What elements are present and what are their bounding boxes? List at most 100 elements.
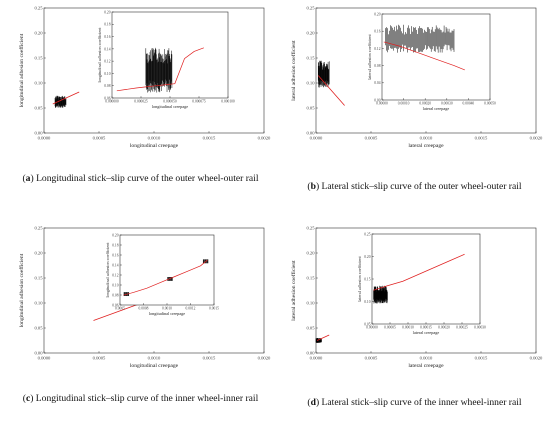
chart-a-inset-xtick-label: 0.000000 <box>105 100 119 104</box>
chart-d-ytick-label: 0.05 <box>306 325 315 330</box>
chart-b-x-axis-label: lateral creepage <box>408 143 444 149</box>
chart-d-xtick-label: 0.0020 <box>530 356 543 361</box>
chart-d-inset-xtick-label: 0.00025 <box>456 326 468 330</box>
chart-c-inset-ytick-label: 0.16 <box>112 253 118 257</box>
chart-c-inset-xtick-label: 0.0010 <box>162 307 172 311</box>
chart-b-inset-ytick-label: 0.12 <box>374 47 380 51</box>
chart-a-xtick-label: 0.0005 <box>93 136 106 141</box>
chart-c-inset: 0.0005 0.0008 0.0010 0.0012 0.0015 0.06 0.08 0.… <box>105 233 219 316</box>
chart-a-inset-ytick-label: 0.12 <box>104 60 110 64</box>
chart-d-inset-series-line <box>373 253 465 291</box>
chart-a-inset-ytick-label: 0.18 <box>104 23 110 27</box>
chart-a-x-axis-label: longitudinal creepage <box>130 143 179 149</box>
chart-b-ytick-label: 0.15 <box>306 55 315 60</box>
chart-a-inset-x-axis-label: longitudinal creepage <box>152 104 188 109</box>
chart-b-y-axis-label: lateral adhesion coefficient <box>290 40 297 101</box>
chart-b-inset-series-line <box>383 41 465 71</box>
chart-b-ytick-label: 0.10 <box>306 80 315 85</box>
chart-c-y-axis-label: longitudinal adhesion coefficient <box>18 253 25 327</box>
chart-a-inset-xtick-label: 0.000075 <box>192 100 206 104</box>
chart-d-inset-ytick-label: 0.20 <box>364 255 370 259</box>
chart-c-inset-ytick-label: 0.08 <box>112 293 118 297</box>
chart-c-xtick-label: 0.0000 <box>38 356 51 361</box>
chart-a-ytick-label: 0.10 <box>34 80 43 85</box>
chart-d-ytick-label: 0.25 <box>306 225 315 230</box>
chart-b-inset-xtick-label: 0.00040 <box>463 102 475 106</box>
chart-b: 0.0000 0.0005 0.0010 0.0015 0.0020 0.00 0.05 0.… <box>290 5 543 149</box>
chart-b-ytick-label: 0.00 <box>306 130 315 135</box>
chart-d-ytick-label: 0.10 <box>306 300 315 305</box>
chart-c-xtick-label: 0.0020 <box>258 356 271 361</box>
chart-b-inset-xtick-label: 0.00010 <box>398 102 410 106</box>
chart-b-inset-y-axis-label: lateral adhesion coefficient <box>367 34 372 80</box>
chart-d-x-axis-label: lateral creepage <box>408 363 444 369</box>
chart-c-inset-y-axis-label: longitudinal adhesion coefficient <box>105 242 110 298</box>
chart-c-inset-ytick-label: 0.12 <box>112 273 118 277</box>
chart-c-inset-ytick-label: 0.14 <box>112 263 118 267</box>
chart-b-xtick-label: 0.0000 <box>310 136 323 141</box>
chart-c-inset-ytick-label: 0.18 <box>112 243 118 247</box>
chart-a-inset: 0.000000 0.000025 0.000050 0.000075 0.000100… <box>97 10 235 109</box>
chart-a-inset-ytick-label: 0.06 <box>104 96 110 100</box>
chart-d-xtick-label: 0.0010 <box>420 356 433 361</box>
chart-d-inset-ytick-label: 0.25 <box>364 232 370 236</box>
chart-a-inset-y-axis-label: longitudinal adhesion coefficient <box>97 27 102 83</box>
chart-b-ytick-label: 0.25 <box>306 5 315 10</box>
chart-a-ytick-label: 0.20 <box>34 30 43 35</box>
chart-b-inset-ytick-label: 0.20 <box>374 12 380 16</box>
chart-a-xtick-label: 0.0000 <box>38 136 51 141</box>
chart-d-inset-plot-frame <box>371 233 481 325</box>
chart-c-ytick-label: 0.00 <box>34 350 43 355</box>
chart-d-inset-xtick-label: 0.00020 <box>438 326 450 330</box>
chart-a-inset-ytick-label: 0.20 <box>104 10 110 14</box>
chart-d-xtick-label: 0.0015 <box>475 356 488 361</box>
chart-a-ytick-label: 0.00 <box>34 130 43 135</box>
chart-d-inset-y-axis-label: lateral adhesion coefficient <box>357 256 362 302</box>
chart-c: 0.0000 0.0005 0.0010 0.0015 0.0020 0.00 0.05 0.… <box>18 225 271 369</box>
chart-d-xtick-label: 0.0005 <box>365 356 378 361</box>
chart-a-ytick-label: 0.25 <box>34 5 43 10</box>
chart-c-x-axis-label: longitudinal creepage <box>130 363 179 369</box>
chart-d-inset-xtick-label: 0.00005 <box>384 326 396 330</box>
chart-b-xtick-label: 0.0015 <box>475 136 488 141</box>
chart-c-inset-ytick-label: 0.06 <box>112 303 118 307</box>
chart-c-inset-plot-frame <box>119 234 215 306</box>
chart-c-inset-x-axis-label: longitudinal creepage <box>149 311 185 316</box>
chart-d-inset-ytick-label: 0.05 <box>364 322 370 326</box>
chart-b-inset-xtick-label: 0.00030 <box>441 102 453 106</box>
chart-a-inset-xtick-label: 0.000025 <box>134 100 148 104</box>
chart-c-ytick-label: 0.20 <box>34 250 43 255</box>
chart-c-xtick-label: 0.0015 <box>203 356 216 361</box>
chart-b-xtick-label: 0.0020 <box>530 136 543 141</box>
chart-c-ytick-label: 0.25 <box>34 225 43 230</box>
chart-b-inset-ytick-label: 0.16 <box>374 30 380 34</box>
chart-c-inset-xtick-label: 0.0005 <box>115 307 125 311</box>
chart-d-ytick-label: 0.20 <box>306 250 315 255</box>
chart-a-inset-series-line <box>116 47 204 92</box>
caption-d: (d) Lateral stick–slip curve of the inne… <box>307 397 522 408</box>
chart-d-inset-ytick-label: 0.15 <box>364 277 370 281</box>
chart-d-inset-ytick-label: 0.10 <box>364 300 370 304</box>
chart-c-inset-xtick-label: 0.0015 <box>209 307 219 311</box>
chart-a-xtick-label: 0.0015 <box>203 136 216 141</box>
chart-a-inset-ytick-label: 0.08 <box>104 84 110 88</box>
chart-c-inset-ytick-label: 0.10 <box>112 283 118 287</box>
chart-c-inset-xtick-label: 0.0008 <box>139 307 149 311</box>
chart-b-series-line <box>317 75 345 106</box>
chart-c-ytick-label: 0.10 <box>34 300 43 305</box>
chart-c-inset-xtick-label: 0.0012 <box>186 307 196 311</box>
chart-d-inset-xtick-label: 0.00010 <box>402 326 414 330</box>
chart-d-ytick-label: 0.00 <box>306 350 315 355</box>
caption-c: (c) Longitudinal stick–slip curve of the… <box>22 393 259 404</box>
chart-b-xtick-label: 0.0010 <box>420 136 433 141</box>
chart-b-inset-xtick-label: 0.00000 <box>376 102 388 106</box>
chart-b-inset-xtick-label: 0.00020 <box>419 102 431 106</box>
chart-b-inset-ytick-label: 0.08 <box>374 64 380 68</box>
chart-c-ytick-label: 0.15 <box>34 275 43 280</box>
chart-d-inset-xtick-label: 0.00000 <box>366 326 378 330</box>
chart-a-series-line <box>52 91 80 105</box>
chart-c-inset-series-line <box>123 259 208 296</box>
chart-b-inset-ytick-label: 0.00 <box>374 98 380 102</box>
chart-c-xtick-label: 0.0010 <box>148 356 161 361</box>
